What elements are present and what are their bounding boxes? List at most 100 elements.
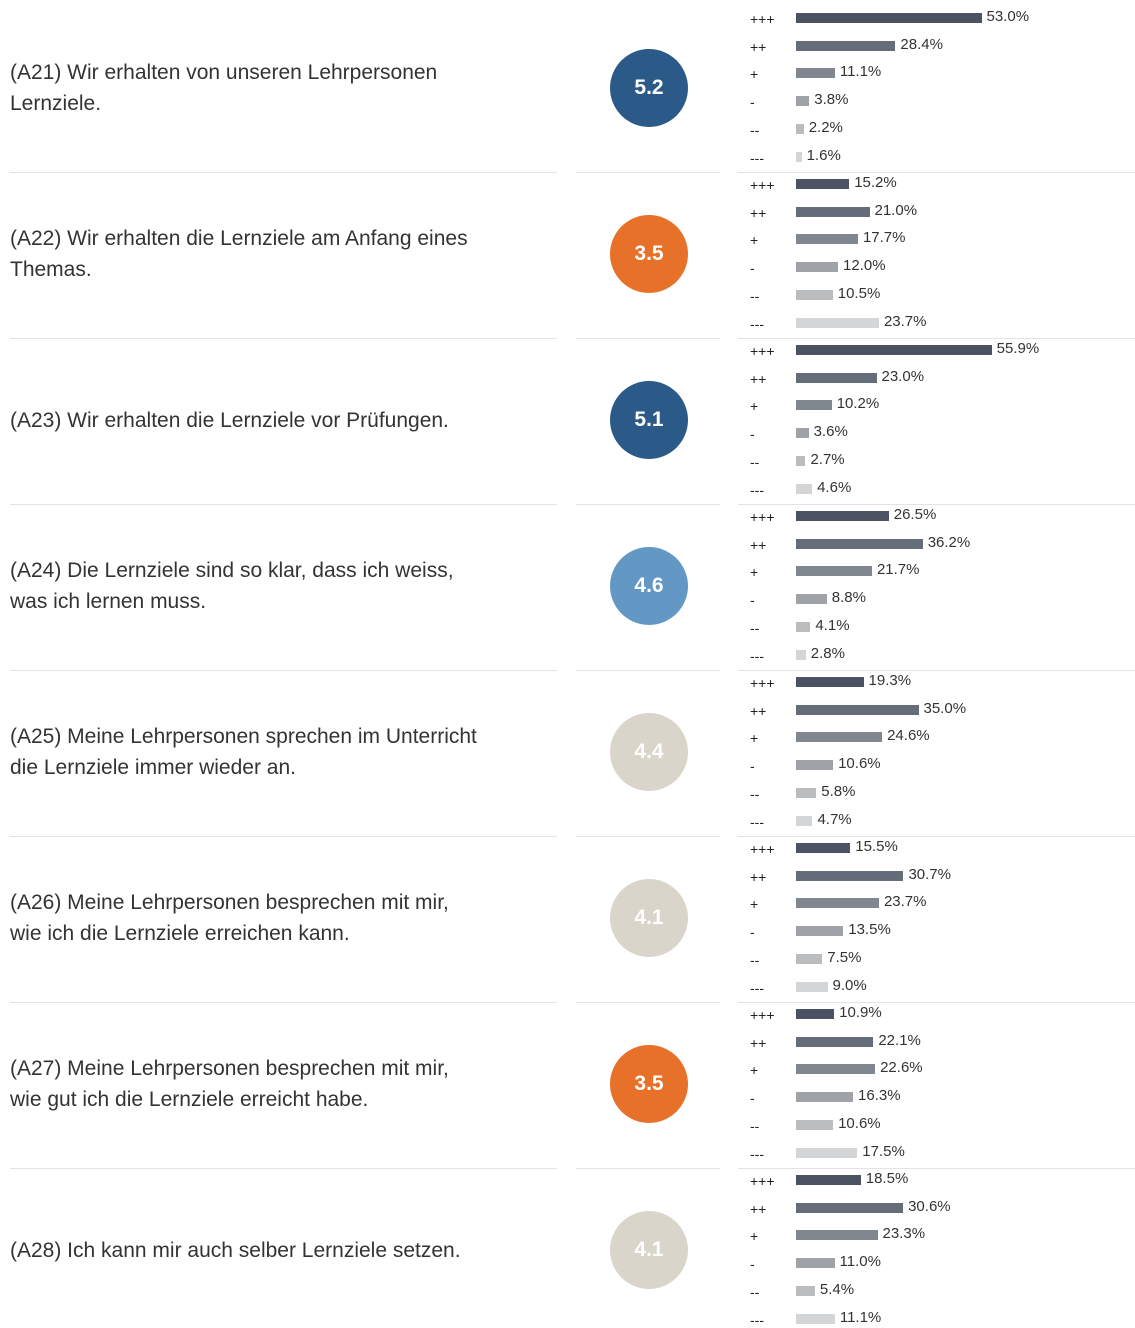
value-label: 30.7% bbox=[908, 865, 951, 883]
bar bbox=[796, 234, 858, 245]
divider bbox=[738, 171, 1135, 173]
question-text: Lernziele. bbox=[10, 92, 102, 115]
bar bbox=[796, 760, 834, 771]
divider bbox=[10, 171, 557, 173]
value-label: 36.2% bbox=[927, 533, 971, 551]
bar bbox=[796, 870, 904, 881]
bar bbox=[796, 206, 870, 217]
value-label: 15.2% bbox=[854, 174, 897, 191]
bar bbox=[796, 1009, 835, 1019]
bar bbox=[796, 483, 813, 494]
score-circle: 4.1 bbox=[610, 1211, 688, 1289]
score-label: 3.5 bbox=[634, 1072, 664, 1095]
value-label: 8.8% bbox=[831, 589, 866, 607]
bar bbox=[796, 428, 809, 439]
score-circle: 3.5 bbox=[610, 1045, 688, 1123]
divider bbox=[10, 669, 557, 671]
category-label: ++ bbox=[750, 1200, 767, 1217]
category-label: +++ bbox=[750, 1007, 775, 1023]
category-label: ++ bbox=[750, 536, 767, 553]
question-text: (A27) Meine Lehrpersonen besprechen mit … bbox=[10, 1057, 449, 1080]
value-label: 21.7% bbox=[876, 561, 920, 579]
bar bbox=[796, 649, 806, 660]
category-label: ++ bbox=[750, 1034, 767, 1051]
category-label: --- bbox=[750, 647, 764, 664]
value-label: 10.6% bbox=[838, 755, 881, 773]
value-label: 19.3% bbox=[868, 672, 912, 689]
value-label: 11.0% bbox=[839, 1253, 881, 1271]
category-label: +++ bbox=[750, 1173, 775, 1189]
category-label: - bbox=[750, 1256, 755, 1273]
value-label: 35.0% bbox=[923, 699, 967, 717]
divider bbox=[576, 171, 720, 173]
divider bbox=[576, 337, 720, 339]
question-text: wie gut ich die Lernziele erreicht habe. bbox=[10, 1088, 369, 1111]
bar bbox=[796, 40, 896, 51]
category-label: + bbox=[750, 1228, 759, 1245]
category-label: +++ bbox=[750, 177, 775, 193]
value-label: 26.5% bbox=[893, 506, 937, 523]
divider bbox=[10, 835, 557, 837]
question-text: (A25) Meine Lehrpersonen sprechen im Unt… bbox=[10, 725, 477, 748]
category-label: --- bbox=[750, 1145, 764, 1162]
category-label: -- bbox=[750, 951, 760, 968]
category-label: ++ bbox=[750, 702, 767, 719]
score-circle: 5.2 bbox=[610, 49, 688, 127]
value-label: 3.6% bbox=[813, 423, 848, 441]
value-label: 22.1% bbox=[878, 1031, 921, 1049]
value-label: 11.1% bbox=[839, 63, 882, 81]
bar bbox=[796, 1064, 876, 1075]
bar bbox=[796, 732, 883, 743]
value-label: 1.6% bbox=[806, 146, 841, 164]
bar bbox=[796, 704, 919, 715]
bar bbox=[796, 1036, 874, 1047]
bar bbox=[796, 317, 879, 328]
value-label: 4.1% bbox=[815, 616, 850, 634]
category-label: + bbox=[750, 66, 759, 83]
bar bbox=[796, 677, 864, 687]
value-label: 2.8% bbox=[810, 644, 845, 662]
value-label: 15.5% bbox=[855, 838, 898, 855]
value-label: 55.9% bbox=[996, 340, 1040, 357]
bar bbox=[796, 1230, 878, 1241]
value-label: 30.6% bbox=[908, 1197, 951, 1215]
category-label: - bbox=[750, 924, 755, 941]
score-circle: 3.5 bbox=[610, 215, 688, 293]
question-text: (A26) Meine Lehrpersonen besprechen mit … bbox=[10, 891, 449, 914]
bar bbox=[796, 787, 817, 798]
category-label: -- bbox=[750, 1283, 760, 1300]
category-label: + bbox=[750, 564, 759, 581]
category-label: -- bbox=[750, 121, 760, 138]
score-circle: 5.1 bbox=[610, 381, 688, 459]
divider bbox=[576, 835, 720, 837]
value-label: 10.2% bbox=[836, 395, 880, 413]
value-label: 23.3% bbox=[882, 1225, 926, 1243]
divider bbox=[576, 669, 720, 671]
category-label: ++ bbox=[750, 38, 767, 55]
divider bbox=[738, 337, 1135, 339]
value-label: 16.3% bbox=[858, 1087, 901, 1105]
divider bbox=[10, 1001, 557, 1003]
divider bbox=[738, 503, 1135, 505]
category-label: ++ bbox=[750, 868, 767, 885]
category-label: --- bbox=[750, 315, 764, 332]
divider bbox=[10, 503, 557, 505]
category-label: - bbox=[750, 260, 755, 277]
category-label: - bbox=[750, 1090, 755, 1107]
bar bbox=[796, 843, 851, 853]
category-label: + bbox=[750, 730, 759, 747]
value-label: 21.0% bbox=[874, 201, 918, 219]
question-text: (A24) Die Lernziele sind so klar, dass i… bbox=[10, 559, 454, 582]
bar bbox=[796, 179, 850, 189]
category-label: -- bbox=[750, 453, 760, 470]
question-text: Themas. bbox=[10, 258, 92, 281]
bar bbox=[796, 455, 806, 466]
bar bbox=[796, 815, 813, 826]
divider bbox=[10, 1167, 557, 1169]
bar bbox=[796, 289, 833, 300]
bar bbox=[796, 926, 844, 937]
value-label: 7.5% bbox=[827, 948, 862, 966]
score-label: 5.1 bbox=[634, 408, 664, 431]
bar bbox=[796, 372, 877, 383]
